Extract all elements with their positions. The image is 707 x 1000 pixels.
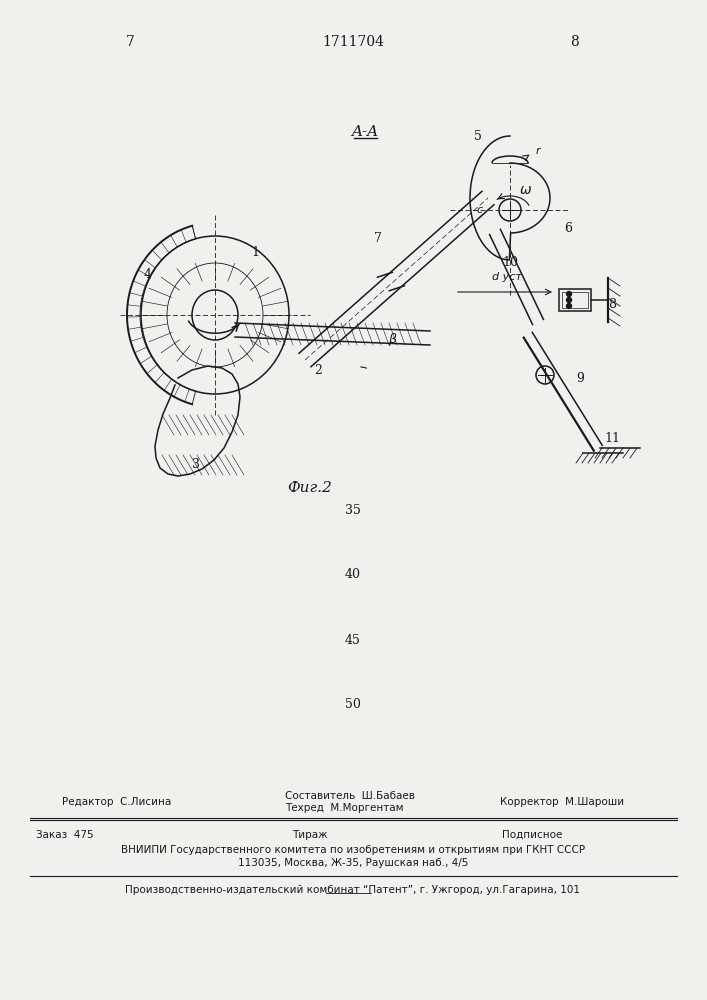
Bar <box>562 292 588 308</box>
Text: Редактор  С.Лисина: Редактор С.Лисина <box>62 797 171 807</box>
Text: 11: 11 <box>604 432 620 444</box>
Text: 113035, Москва, Ж-35, Раушская наб., 4/5: 113035, Москва, Ж-35, Раушская наб., 4/5 <box>238 858 468 868</box>
Text: d уст: d уст <box>492 272 522 282</box>
Text: Подписное: Подписное <box>502 830 562 840</box>
Text: 1711704: 1711704 <box>322 35 384 49</box>
Text: 10: 10 <box>502 255 518 268</box>
Text: 1: 1 <box>251 245 259 258</box>
Text: 5: 5 <box>474 130 482 143</box>
Text: 4: 4 <box>144 268 152 282</box>
Text: Составитель  Ш.Бабаев: Составитель Ш.Бабаев <box>285 791 415 801</box>
Circle shape <box>566 304 571 308</box>
Text: Фиг.2: Фиг.2 <box>288 481 332 495</box>
Text: Тираж: Тираж <box>292 830 328 840</box>
Text: 3: 3 <box>192 458 200 472</box>
Circle shape <box>499 199 521 221</box>
Circle shape <box>536 366 554 384</box>
Text: Техред  М.Моргентам: Техред М.Моргентам <box>285 803 404 813</box>
Text: 6: 6 <box>564 222 572 234</box>
Text: Производственно-издательский комбинат “Патент”, г. Ужгород, ул.Гагарина, 101: Производственно-издательский комбинат “П… <box>126 885 580 895</box>
Text: 50: 50 <box>345 698 361 712</box>
Text: c: c <box>477 205 483 215</box>
Text: ω: ω <box>520 183 532 197</box>
Text: 7: 7 <box>374 232 382 244</box>
Text: A-A: A-A <box>351 125 378 139</box>
Text: β: β <box>388 334 396 347</box>
Bar <box>559 289 591 311</box>
Text: 45: 45 <box>345 634 361 647</box>
Text: 7: 7 <box>126 35 134 49</box>
Text: Заказ  475: Заказ 475 <box>36 830 93 840</box>
Text: ВНИИПИ Государственного комитета по изобретениям и открытиям при ГКНТ СССР: ВНИИПИ Государственного комитета по изоб… <box>121 845 585 855</box>
Text: 40: 40 <box>345 568 361 582</box>
Text: 35: 35 <box>345 504 361 516</box>
Text: Корректор  М.Шароши: Корректор М.Шароши <box>500 797 624 807</box>
Text: 9: 9 <box>576 371 584 384</box>
Circle shape <box>566 298 571 302</box>
Text: r: r <box>536 146 540 156</box>
Text: 8: 8 <box>608 298 616 312</box>
Text: 8: 8 <box>571 35 579 49</box>
Text: 2: 2 <box>314 363 322 376</box>
Circle shape <box>566 292 571 296</box>
